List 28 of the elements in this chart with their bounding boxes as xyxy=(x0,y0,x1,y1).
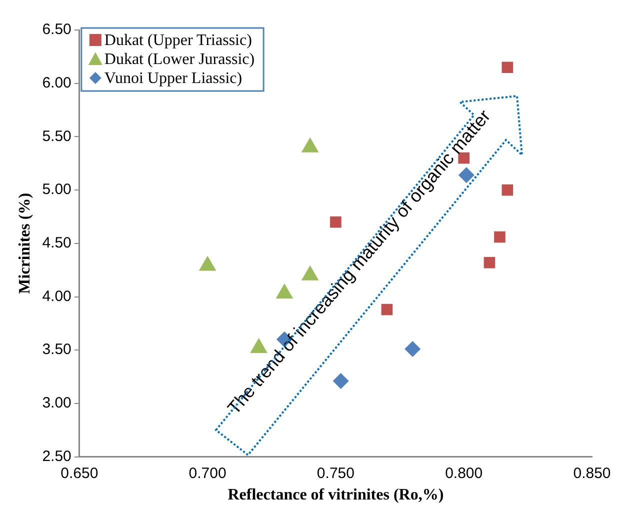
y-tick-label: 6.50 xyxy=(42,21,72,38)
legend-label: Dukat (Upper Triassic) xyxy=(104,32,252,50)
y-axis-title: Micrinites (%) xyxy=(16,192,34,294)
point xyxy=(330,216,342,228)
point xyxy=(332,373,349,390)
x-tick-label: 0.800 xyxy=(445,464,483,482)
point xyxy=(381,304,393,316)
x-tick-label: 0.850 xyxy=(573,464,611,482)
x-axis-title: Reflectance of vitrinites (Ro,%) xyxy=(228,486,444,504)
point xyxy=(458,167,474,184)
y-tick-label: 2.50 xyxy=(42,448,72,465)
x-tick-label: 0.750 xyxy=(316,464,354,482)
point xyxy=(502,62,514,73)
point xyxy=(502,184,514,196)
y-tick-label: 3.00 xyxy=(42,394,72,412)
y-tick-label: 6.00 xyxy=(42,74,72,92)
legend-label: Dukat (Lower Jurassic) xyxy=(104,51,255,68)
legend-label: Vunoi Upper Liassic) xyxy=(104,70,242,88)
y-tick-label: 5.00 xyxy=(42,181,72,198)
x-tick-label: 0.650 xyxy=(60,464,98,482)
y-tick-label: 4.00 xyxy=(42,288,72,305)
x-tick-label: 0.700 xyxy=(188,464,226,482)
point xyxy=(494,231,506,243)
y-tick-label: 3.50 xyxy=(42,341,72,358)
point xyxy=(404,341,421,358)
point xyxy=(484,256,496,268)
y-tick-label: 4.50 xyxy=(42,234,72,252)
y-tick-label: 5.50 xyxy=(42,128,72,145)
